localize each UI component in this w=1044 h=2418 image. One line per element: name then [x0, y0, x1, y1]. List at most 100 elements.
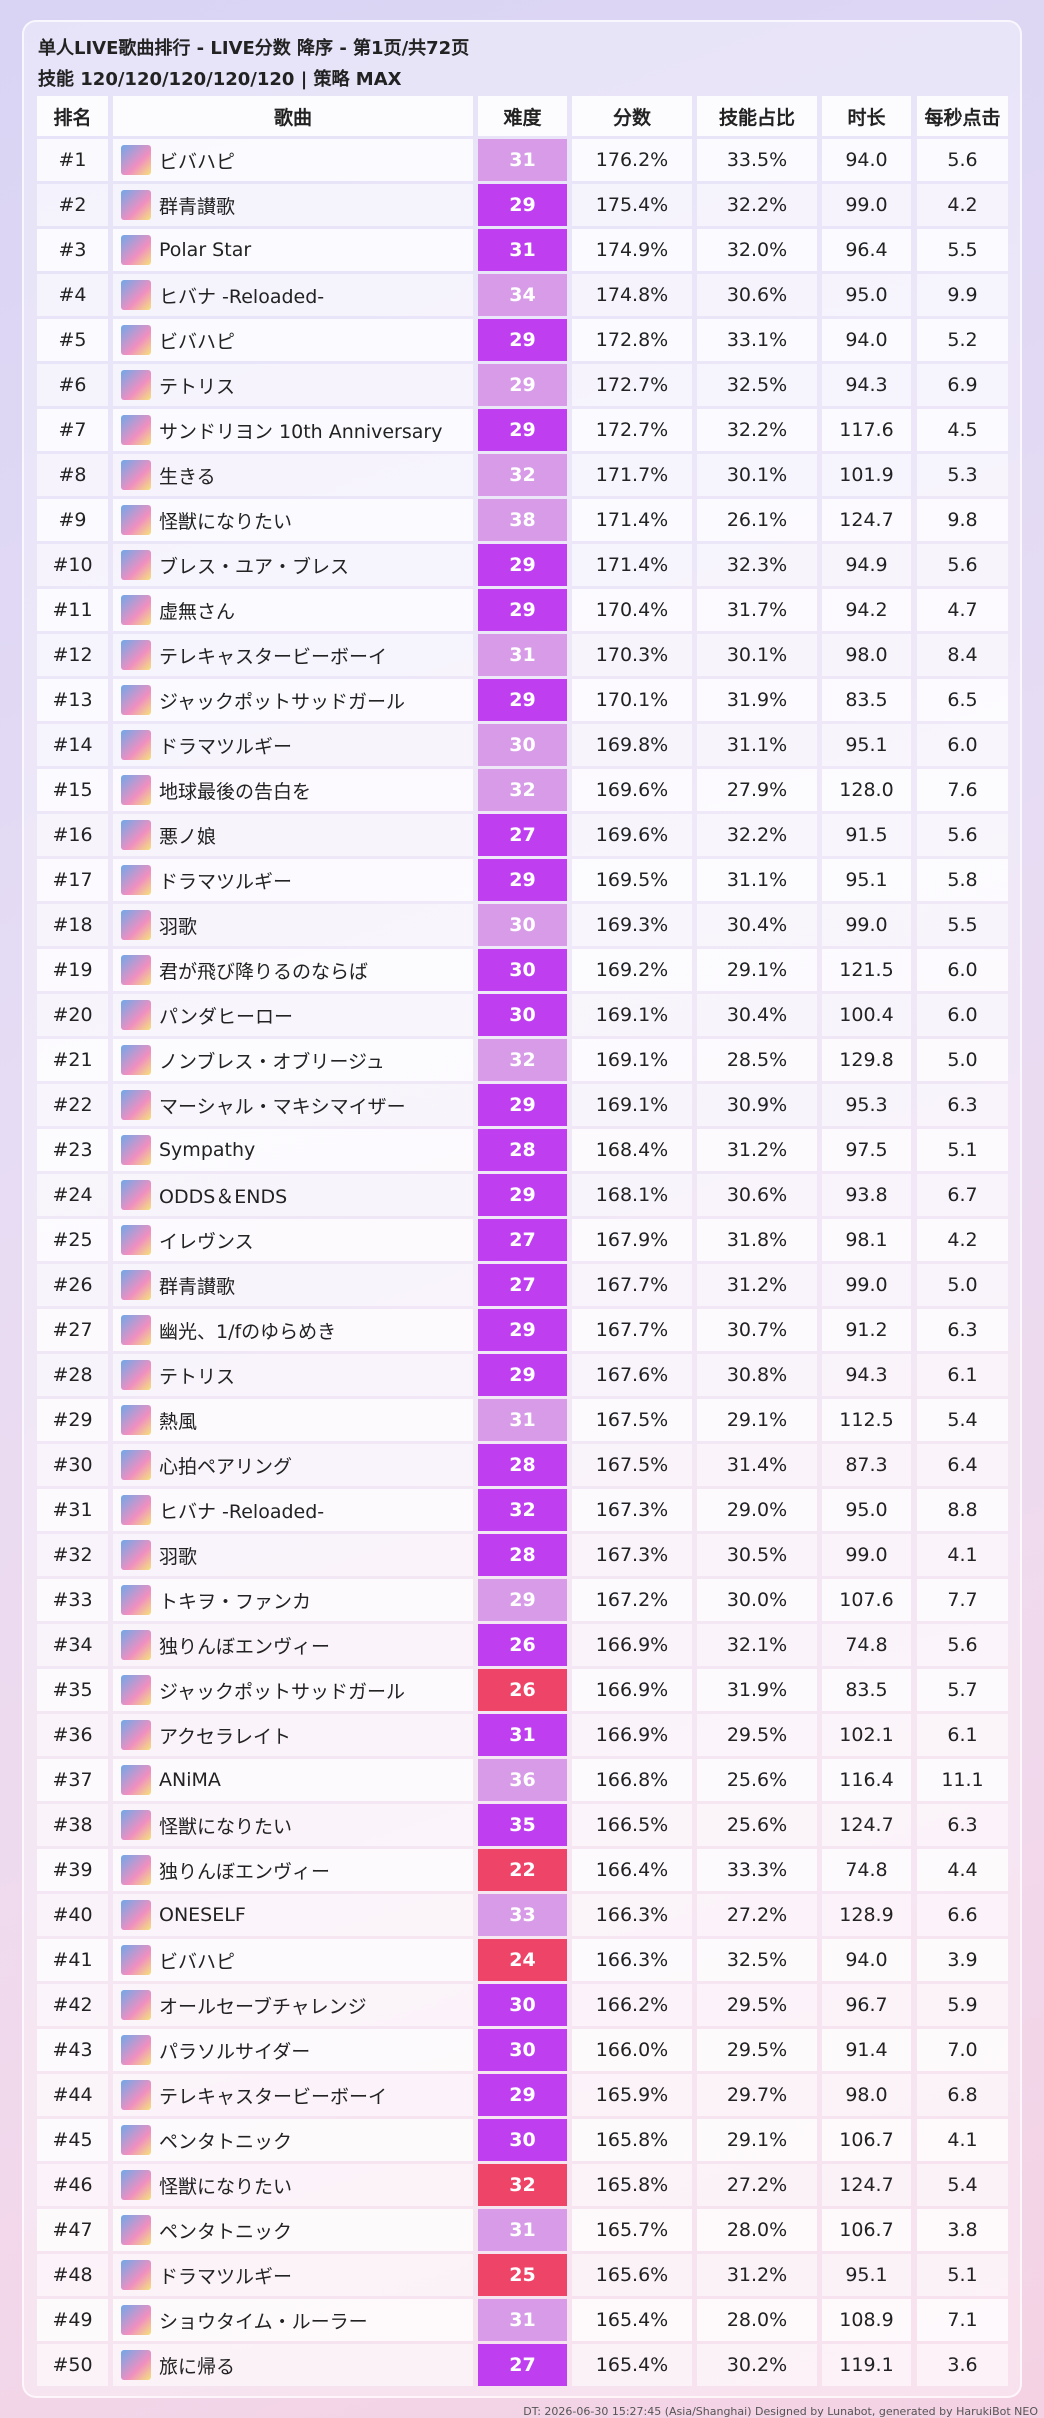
song-title-text: 虚無さん [159, 600, 236, 623]
skill-ratio: 31.7% [697, 589, 817, 631]
notes-per-second: 5.5 [917, 904, 1008, 946]
rank: #16 [37, 814, 108, 856]
song-thumbnail [121, 2080, 151, 2110]
notes-per-second: 5.6 [917, 139, 1008, 181]
notes-per-second: 4.7 [917, 589, 1008, 631]
notes-per-second: 3.8 [917, 2209, 1008, 2251]
song-title-text: マーシャル・マキシマイザー [159, 1095, 406, 1118]
column-header: 分数 [572, 96, 692, 136]
rank: #33 [37, 1579, 108, 1621]
rank: #1 [37, 139, 108, 181]
score: 174.8% [572, 274, 692, 316]
song-thumbnail [121, 2215, 151, 2245]
rank: #36 [37, 1714, 108, 1756]
duration: 99.0 [822, 904, 911, 946]
score: 170.3% [572, 634, 692, 676]
skill-ratio: 28.0% [697, 2209, 817, 2251]
score: 167.7% [572, 1264, 692, 1306]
notes-per-second: 6.4 [917, 1444, 1008, 1486]
notes-per-second: 6.3 [917, 1084, 1008, 1126]
song-title-text: パラソルサイダー [159, 2040, 311, 2063]
song-thumbnail [121, 2260, 151, 2290]
rank: #25 [37, 1219, 108, 1261]
song-thumbnail [121, 550, 151, 580]
song-title: オールセーブチャレンジ [113, 1984, 473, 2026]
song-title-text: 悪ノ娘 [159, 825, 217, 848]
difficulty: 32 [478, 1489, 567, 1531]
song-title-text: 怪獣になりたい [159, 2175, 293, 2198]
duration: 128.9 [822, 1894, 911, 1936]
rank: #6 [37, 364, 108, 406]
song-title-text: ノンブレス・オブリージュ [159, 1050, 385, 1073]
duration: 124.7 [822, 2164, 911, 2206]
rank: #12 [37, 634, 108, 676]
score: 171.4% [572, 544, 692, 586]
song-title: 幽光、1/fのゆらめき [113, 1309, 473, 1351]
rank: #30 [37, 1444, 108, 1486]
difficulty: 30 [478, 994, 567, 1036]
rank: #43 [37, 2029, 108, 2071]
skill-ratio: 30.1% [697, 634, 817, 676]
score: 169.5% [572, 859, 692, 901]
rank: #41 [37, 1939, 108, 1981]
skill-ratio: 27.2% [697, 1894, 817, 1936]
notes-per-second: 5.7 [917, 1669, 1008, 1711]
notes-per-second: 6.1 [917, 1354, 1008, 1396]
score: 172.7% [572, 364, 692, 406]
skill-ratio: 30.0% [697, 1579, 817, 1621]
notes-per-second: 7.7 [917, 1579, 1008, 1621]
duration: 98.0 [822, 2074, 911, 2116]
song-title-text: ANiMA [159, 1769, 221, 1791]
skill-ratio: 31.1% [697, 859, 817, 901]
duration: 100.4 [822, 994, 911, 1036]
rank: #15 [37, 769, 108, 811]
rank: #22 [37, 1084, 108, 1126]
song-title: ショウタイム・ルーラー [113, 2299, 473, 2341]
notes-per-second: 5.6 [917, 544, 1008, 586]
rank: #11 [37, 589, 108, 631]
song-title-text: ブレス・ユア・ブレス [159, 555, 350, 578]
duration: 128.0 [822, 769, 911, 811]
song-thumbnail [121, 820, 151, 850]
rank: #28 [37, 1354, 108, 1396]
notes-per-second: 6.9 [917, 364, 1008, 406]
skill-ratio: 30.9% [697, 1084, 817, 1126]
rank: #50 [37, 2344, 108, 2386]
song-title-text: ジャックポットサッドガール [159, 1680, 406, 1703]
score: 169.1% [572, 994, 692, 1036]
notes-per-second: 6.5 [917, 679, 1008, 721]
song-thumbnail [121, 2305, 151, 2335]
song-title-text: ペンタトニック [159, 2220, 293, 2243]
song-title-text: アクセラレイト [159, 1725, 292, 1748]
duration: 94.3 [822, 364, 911, 406]
rank: #24 [37, 1174, 108, 1216]
skill-ratio: 32.2% [697, 409, 817, 451]
score: 166.9% [572, 1669, 692, 1711]
song-thumbnail [121, 2125, 151, 2155]
song-title: ODDS＆ENDS [113, 1174, 473, 1216]
duration: 119.1 [822, 2344, 911, 2386]
score: 169.2% [572, 949, 692, 991]
song-title: 独りんぼエンヴィー [113, 1624, 473, 1666]
difficulty: 28 [478, 1129, 567, 1171]
song-thumbnail [121, 190, 151, 220]
skill-ratio: 33.5% [697, 139, 817, 181]
song-title: ビバハピ [113, 139, 473, 181]
page-title: 单人LIVE歌曲排行 - LIVE分数 降序 - 第1页/共72页 [38, 38, 470, 59]
difficulty: 32 [478, 2164, 567, 2206]
song-title-text: 独りんぼエンヴィー [159, 1635, 331, 1658]
song-thumbnail [121, 1855, 151, 1885]
song-thumbnail [121, 1225, 151, 1255]
score: 166.9% [572, 1714, 692, 1756]
duration: 96.4 [822, 229, 911, 271]
song-thumbnail [121, 460, 151, 490]
skill-ratio: 27.2% [697, 2164, 817, 2206]
difficulty: 30 [478, 2029, 567, 2071]
notes-per-second: 5.0 [917, 1039, 1008, 1081]
duration: 98.1 [822, 1219, 911, 1261]
difficulty: 33 [478, 1894, 567, 1936]
difficulty: 29 [478, 544, 567, 586]
song-title: ペンタトニック [113, 2209, 473, 2251]
score: 169.6% [572, 769, 692, 811]
song-title-text: ビバハピ [159, 150, 236, 173]
